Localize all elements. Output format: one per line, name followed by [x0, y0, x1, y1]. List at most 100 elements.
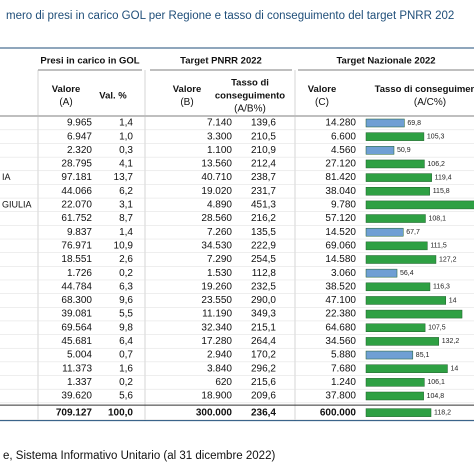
cell: 17.280 — [201, 336, 232, 347]
cell: 232,5 — [251, 281, 276, 292]
cell: 170,2 — [251, 350, 276, 361]
cell: 3.300 — [207, 131, 232, 142]
cell: 709.127 — [56, 407, 93, 418]
cell: 68.300 — [61, 295, 92, 306]
rate-bar — [365, 378, 425, 387]
cell: 7.140 — [207, 118, 232, 129]
bar-label: 127,2 — [439, 256, 457, 263]
rate-bar — [365, 159, 425, 169]
cell: 28.795 — [61, 159, 92, 170]
cell: 1,0 — [119, 131, 133, 142]
cell: 37.800 — [325, 391, 356, 402]
column-header: Val. % — [99, 91, 127, 102]
cell: 4.890 — [207, 200, 232, 211]
rate-bar — [365, 323, 426, 332]
cell: 45.681 — [61, 336, 92, 347]
cell: 14.580 — [325, 254, 356, 265]
cell: 1,4 — [119, 118, 133, 129]
rate-bar — [365, 132, 425, 141]
cell: 61.752 — [61, 213, 92, 224]
cell: 34.530 — [201, 240, 232, 251]
cell: 39.620 — [61, 391, 92, 402]
rate-bar — [365, 255, 437, 264]
cell: 6,4 — [119, 336, 133, 347]
cell: 38.520 — [325, 281, 356, 292]
cell: 23.550 — [201, 295, 232, 306]
cell: 7.680 — [331, 363, 356, 374]
cell: 296,2 — [251, 363, 276, 374]
cell: 1.530 — [207, 268, 232, 279]
column-header: Valore — [308, 84, 337, 95]
rate-bar — [365, 173, 432, 182]
cell: 290,0 — [251, 295, 276, 306]
cell: 1.337 — [67, 377, 92, 388]
cell: 5.880 — [331, 350, 356, 361]
cell: 238,7 — [251, 172, 276, 183]
column-header: (A/C%) — [414, 97, 446, 108]
cell: 139,6 — [251, 118, 276, 129]
cell: 2,6 — [119, 254, 133, 265]
cell: 28.560 — [201, 213, 232, 224]
cell: 451,3 — [251, 200, 276, 211]
bar-label: 104,8 — [427, 393, 445, 400]
rate-bar — [365, 391, 424, 401]
cell: 3.060 — [331, 268, 356, 279]
column-header: (B) — [180, 97, 193, 108]
column-header: Tasso di conseguimento — [375, 84, 474, 95]
group-header: Target PNRR 2022 — [180, 56, 262, 67]
rate-bar — [365, 350, 414, 360]
cell: 4.560 — [331, 145, 356, 156]
group-header: Target Nazionale 2022 — [336, 56, 435, 67]
bar-label: 14 — [449, 297, 457, 304]
bar-label: 14 — [450, 366, 458, 373]
cell: 3,1 — [119, 200, 133, 211]
cell: 9.780 — [331, 200, 356, 211]
cell: 254,5 — [251, 254, 276, 265]
cell: 0,3 — [119, 145, 133, 156]
cell: 215,6 — [251, 377, 276, 388]
cell: 3.840 — [207, 363, 232, 374]
cell: 81.420 — [325, 172, 356, 183]
bar-label: 115,8 — [433, 188, 450, 195]
bar-label: 50,9 — [397, 147, 411, 154]
cell: 76.971 — [61, 240, 92, 251]
cell: 5.004 — [67, 350, 92, 361]
cell: 14.280 — [325, 118, 356, 129]
cell: 19.260 — [201, 281, 232, 292]
bar-label: 67,7 — [406, 229, 420, 236]
cell: 11.190 — [202, 309, 232, 320]
column-header: (A/B%) — [234, 104, 266, 115]
cell: 44.066 — [61, 186, 92, 197]
column-header: (C) — [315, 97, 329, 108]
cell: 14.520 — [325, 227, 356, 238]
rate-bar — [365, 241, 428, 251]
cell: 2.940 — [207, 350, 232, 361]
cell: 10,9 — [114, 240, 134, 251]
cell: 1.240 — [331, 377, 356, 388]
cell: 32.340 — [201, 322, 232, 333]
cell: 9.965 — [67, 118, 92, 129]
cell: 6.600 — [331, 131, 356, 142]
bar-label: 106,1 — [427, 379, 445, 386]
cell: 2.320 — [67, 145, 92, 156]
bar-label: 85,1 — [416, 352, 430, 359]
cell: 5,5 — [119, 309, 133, 320]
rate-bar — [365, 187, 430, 196]
cell: 47.100 — [325, 295, 356, 306]
bar-label: 106,2 — [427, 161, 445, 168]
region-label: IA — [2, 172, 11, 182]
bar-label: 111,5 — [430, 243, 447, 250]
cell: 9.837 — [67, 227, 92, 238]
cell: 231,7 — [251, 186, 276, 197]
bar-label: 56,4 — [400, 270, 414, 277]
cell: 22.070 — [61, 200, 92, 211]
cell: 18.551 — [61, 254, 92, 265]
cell: 264,4 — [251, 336, 276, 347]
cell: 97.181 — [61, 172, 92, 183]
rate-bar — [365, 268, 398, 278]
bar-label: 118,2 — [434, 409, 451, 416]
column-header: (A) — [59, 97, 72, 108]
rate-bar — [365, 200, 474, 210]
cell: 0,2 — [119, 268, 133, 279]
